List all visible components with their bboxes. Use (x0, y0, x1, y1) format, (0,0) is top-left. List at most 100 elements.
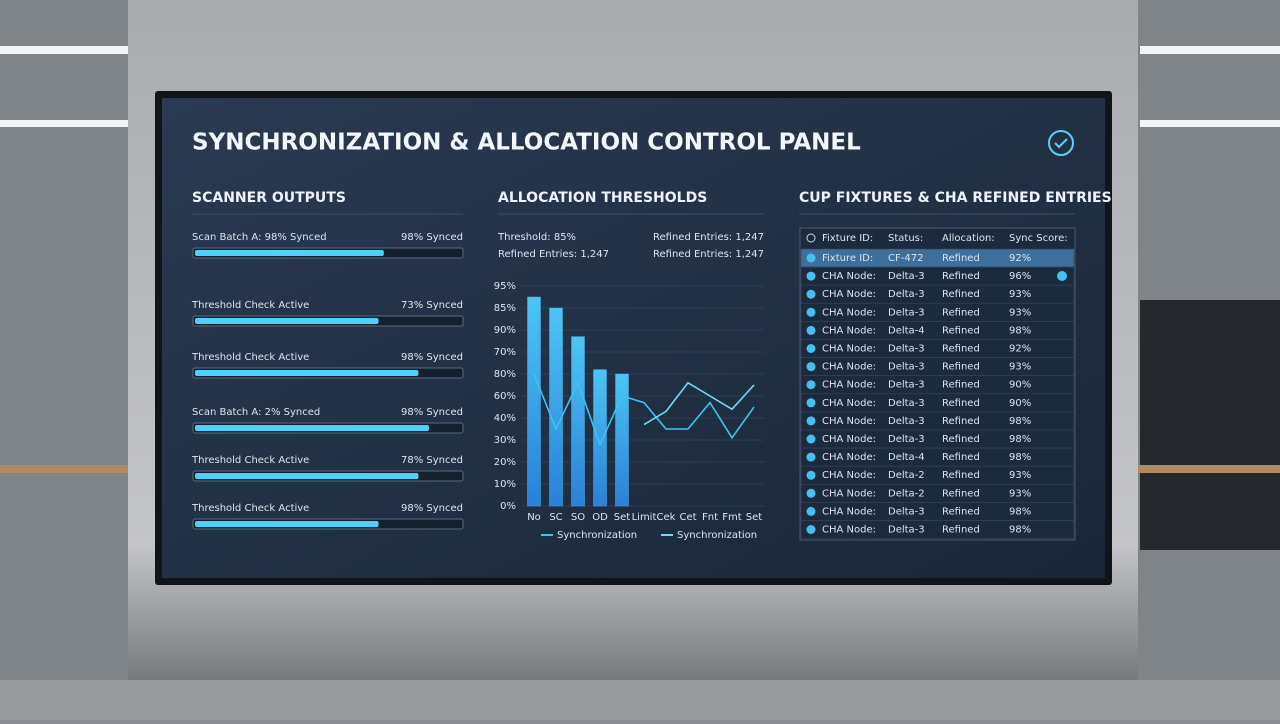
table-cell: 93% (1009, 470, 1031, 481)
table-cell: 93% (1009, 307, 1031, 318)
y-axis-label: 95% (494, 281, 516, 292)
table-cell: Refined (942, 271, 980, 282)
progress-fill (195, 473, 419, 479)
progress-fill (195, 425, 430, 431)
table-cell: CHA Node: (822, 452, 876, 463)
y-axis-label: 40% (494, 413, 516, 424)
row-check (806, 344, 816, 353)
line-series (533, 373, 755, 447)
table-cell: CHA Node: (822, 307, 876, 318)
row-check (806, 398, 816, 408)
table-cell: CHA Node: (822, 398, 876, 409)
table-cell: 92% (1009, 253, 1031, 264)
stat: Threshold: 85% (497, 232, 576, 243)
bar (593, 369, 607, 507)
x-tick-label: SC (549, 512, 562, 523)
row-check (806, 325, 816, 335)
scan-status: 98% Synced (401, 407, 463, 418)
row-check (806, 271, 816, 281)
table-cell: Delta-3 (888, 307, 925, 318)
table-cell: Delta-4 (888, 325, 925, 336)
row-check (806, 506, 816, 516)
y-axis-label: 80% (494, 369, 516, 380)
table-cell: Refined (942, 452, 980, 463)
scan-label: Threshold Check Active (191, 455, 309, 466)
row-check (806, 362, 816, 372)
table-cell: Refined (942, 470, 980, 481)
progress-fill (195, 318, 379, 324)
stat: Refined Entries: 1,247 (498, 249, 609, 260)
table-cell: 93% (1009, 289, 1031, 300)
x-tick-label: SO (571, 512, 585, 523)
table-cell: Refined (942, 416, 980, 427)
stat: Refined Entries: 1,247 (653, 249, 764, 260)
table-cell: 98% (1009, 434, 1031, 445)
row-check (806, 289, 816, 299)
row-selected-icon (1057, 271, 1067, 281)
table-cell: Refined (942, 488, 980, 499)
table-header: Status: (888, 233, 923, 244)
table-cell: CHA Node: (822, 416, 876, 427)
row-check (806, 525, 816, 534)
x-tick-label: Fnt (702, 512, 718, 523)
table-cell: CHA Node: (822, 344, 876, 355)
legend-label: Synchronization (557, 530, 637, 541)
row-check (806, 416, 816, 426)
table-cell: Delta-3 (888, 271, 925, 282)
table-cell: Refined (942, 307, 980, 318)
row-check (806, 470, 816, 480)
table-cell: Delta-2 (888, 470, 925, 481)
header-icon (806, 233, 816, 243)
y-axis-label: 90% (494, 325, 516, 336)
x-tick-label: Cek (657, 512, 676, 523)
table-cell: Refined (942, 398, 980, 409)
table-cell: 90% (1009, 380, 1031, 391)
table-cell: CF-472 (888, 253, 923, 264)
scan-status: 98% Synced (401, 232, 463, 243)
progress-fill (195, 521, 379, 527)
table-frame (799, 227, 1076, 541)
table-cell: CHA Node: (822, 325, 876, 336)
ceiling-light (1140, 120, 1280, 127)
table-cell: Refined (942, 362, 980, 373)
table-cell: Delta-3 (888, 525, 925, 536)
scan-status: 98% Synced (401, 503, 463, 514)
desk (1138, 465, 1280, 473)
scan-status: 73% Synced (401, 300, 463, 311)
table-cell: Delta-3 (888, 289, 925, 300)
section-title: SCANNER OUTPUTS (192, 190, 346, 206)
scan-label: Threshold Check Active (191, 300, 309, 311)
table-cell: Refined (942, 253, 980, 264)
row-check (806, 253, 816, 263)
y-axis-label: 60% (494, 391, 516, 402)
panel-title: SYNCHRONIZATION & ALLOCATION CONTROL PAN… (192, 130, 861, 156)
table-cell: CHA Node: (822, 380, 876, 391)
table-header: Allocation: (942, 233, 995, 244)
y-axis-label: 20% (494, 457, 516, 468)
row-check (806, 380, 816, 390)
table-cell: CHA Node: (822, 362, 876, 373)
x-tick-label: Set (746, 512, 763, 523)
scan-label: Threshold Check Active (191, 352, 309, 363)
desk (0, 465, 128, 473)
server-rack (1140, 300, 1280, 550)
row-check (806, 307, 816, 317)
ceiling-light (1140, 46, 1280, 54)
table-row (800, 520, 1075, 539)
office-left (0, 0, 130, 720)
table-cell: Delta-3 (888, 506, 925, 517)
table-header: Fixture ID: (822, 233, 873, 244)
table-cell: 93% (1009, 488, 1031, 499)
table-cell: CHA Node: (822, 289, 876, 300)
scan-label: Threshold Check Active (191, 503, 309, 514)
table-cell: CHA Node: (822, 271, 876, 282)
table-cell: CHA Node: (822, 488, 876, 499)
progress-fill (195, 370, 419, 376)
table-cell: Refined (942, 380, 980, 391)
legend-label: Synchronization (677, 530, 757, 541)
bar (615, 373, 629, 507)
table-cell: Refined (942, 525, 980, 536)
bar (571, 336, 585, 507)
